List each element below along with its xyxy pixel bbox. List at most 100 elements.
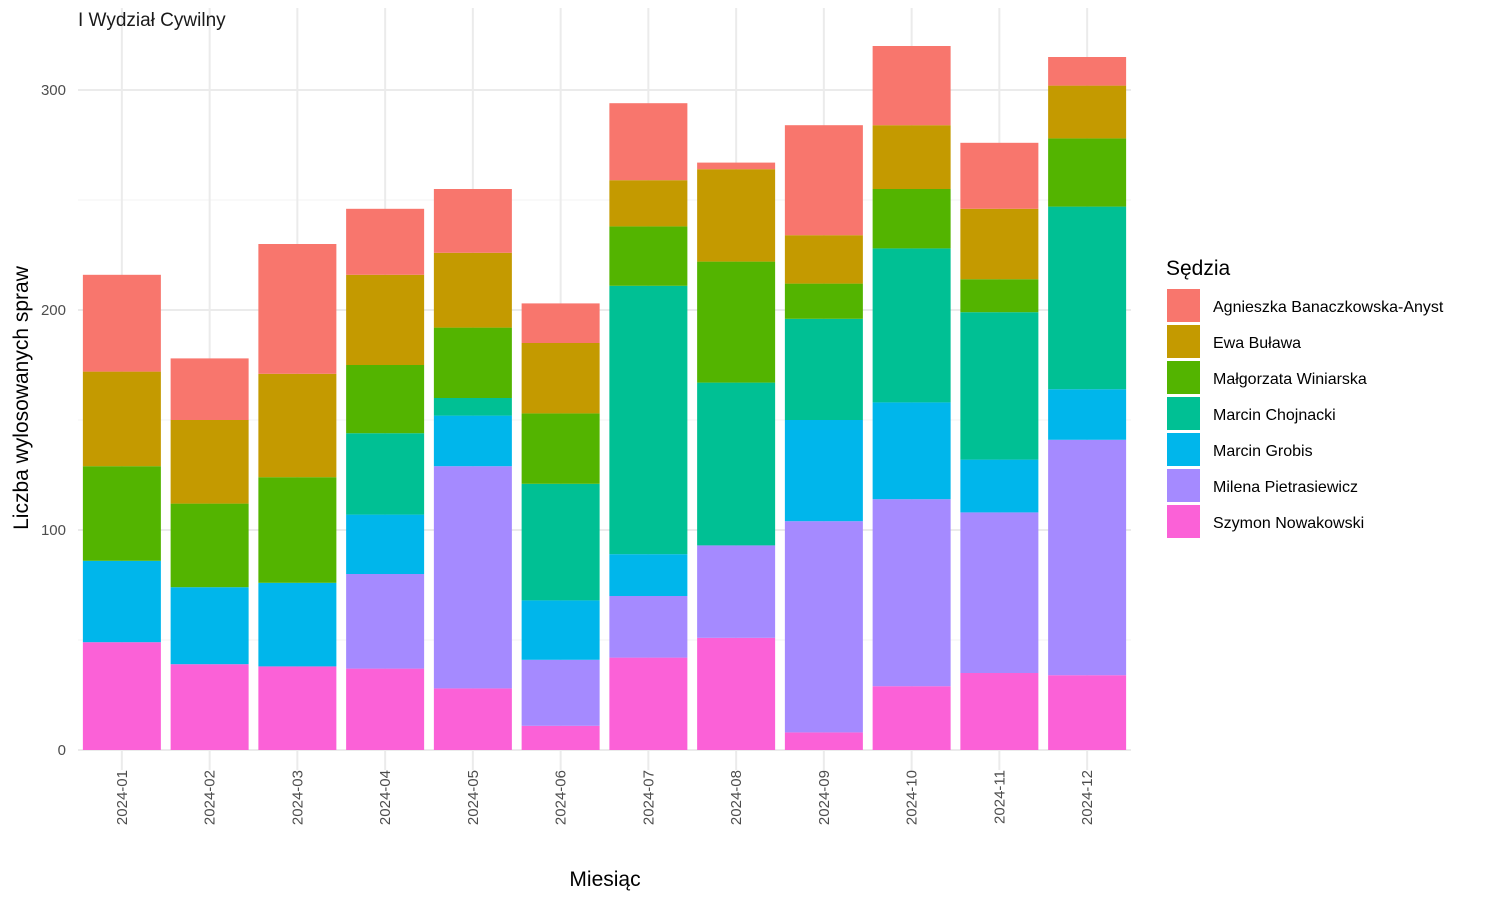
x-tick-label: 2024-02 <box>202 770 219 825</box>
y-tick-label: 200 <box>41 302 66 319</box>
bar-segment <box>609 657 688 750</box>
bar-segment <box>960 208 1039 280</box>
bar-segment <box>960 312 1039 460</box>
legend-label: Milena Pietrasiewicz <box>1213 479 1358 496</box>
bar-segment <box>433 189 512 253</box>
bar-segment <box>170 587 249 665</box>
x-axis-title: Miesiąc <box>569 868 640 891</box>
bar-segment <box>697 382 776 546</box>
legend-key <box>1167 505 1200 538</box>
bar-segment <box>433 415 512 467</box>
y-tick-label: 0 <box>58 742 66 759</box>
bar-segment <box>697 637 776 750</box>
bar-segment <box>82 642 161 750</box>
x-tick-label: 2024-03 <box>289 770 306 825</box>
bar-segment <box>872 248 951 403</box>
bar-segment <box>82 466 161 561</box>
legend: Sędzia Agnieszka Banaczkowska-Anyst Ewa B… <box>1166 257 1444 538</box>
bar-segment <box>960 142 1039 209</box>
x-tick-label: 2024-06 <box>553 770 570 825</box>
x-tick-label: 2024-09 <box>816 770 833 825</box>
bar-segment <box>697 261 776 383</box>
legend-key <box>1167 397 1200 430</box>
bars <box>82 46 1127 750</box>
bar-segment <box>346 208 425 275</box>
bar-segment <box>170 503 249 588</box>
bar-segment <box>609 226 688 286</box>
bar-segment <box>433 398 512 416</box>
bar-segment <box>170 358 249 420</box>
y-tick-label: 100 <box>41 522 66 539</box>
x-tick-label: 2024-01 <box>114 770 131 825</box>
bar-segment <box>1048 675 1127 750</box>
bar-segment <box>346 365 425 434</box>
bar-segment <box>872 189 951 249</box>
bar-segment <box>960 279 1039 313</box>
bar-segment <box>1048 389 1127 440</box>
bar-segment <box>697 169 776 262</box>
bar-segment <box>521 483 600 601</box>
bar-segment <box>609 596 688 658</box>
bar-segment <box>784 732 863 750</box>
bar-segment <box>872 46 951 126</box>
bar-segment <box>697 545 776 638</box>
bar-segment <box>258 582 337 667</box>
bar-segment <box>433 327 512 398</box>
legend-key <box>1167 361 1200 394</box>
bar-segment <box>1048 57 1127 86</box>
legend-key <box>1167 325 1200 358</box>
bar-segment <box>170 664 249 750</box>
bar-segment <box>1048 85 1127 139</box>
bar-segment <box>346 274 425 365</box>
bar-segment <box>784 318 863 420</box>
legend-label: Marcin Chojnacki <box>1213 407 1336 424</box>
bar-segment <box>960 459 1039 513</box>
bar-segment <box>258 244 337 374</box>
bar-segment <box>1048 206 1127 390</box>
x-tick-label: 2024-05 <box>465 770 482 825</box>
bar-segment <box>521 659 600 726</box>
bar-segment <box>521 600 600 660</box>
bar-segment <box>872 686 951 750</box>
bar-segment <box>872 499 951 687</box>
bar-segment <box>609 285 688 555</box>
bar-segment <box>258 373 337 478</box>
bar-segment <box>346 574 425 669</box>
legend-title: Sędzia <box>1166 257 1231 280</box>
y-tick-label: 300 <box>41 82 66 99</box>
bar-segment <box>784 420 863 522</box>
bar-segment <box>697 162 776 170</box>
legend-label: Szymon Nowakowski <box>1213 515 1364 532</box>
bar-segment <box>258 666 337 750</box>
x-tick-label: 2024-04 <box>377 770 394 825</box>
legend-key <box>1167 289 1200 322</box>
bar-segment <box>521 303 600 343</box>
bar-segment <box>82 274 161 372</box>
bar-segment <box>433 466 512 689</box>
chart-title: I Wydział Cywilny <box>78 10 226 31</box>
bar-segment <box>346 668 425 750</box>
x-tick-label: 2024-07 <box>640 770 657 825</box>
bar-segment <box>872 125 951 189</box>
legend-label: Małgorzata Winiarska <box>1213 371 1367 388</box>
bar-segment <box>346 514 425 574</box>
legend-label: Agnieszka Banaczkowska-Anyst <box>1213 299 1444 316</box>
bar-segment <box>960 512 1039 673</box>
legend-label: Marcin Grobis <box>1213 443 1313 460</box>
bar-segment <box>784 283 863 319</box>
bar-segment <box>82 371 161 467</box>
legend-label: Ewa Buława <box>1213 335 1301 352</box>
bar-segment <box>784 521 863 733</box>
bar-segment <box>521 413 600 484</box>
bar-segment <box>433 252 512 328</box>
bar-segment <box>609 180 688 227</box>
x-tick-labels: 2024-01 2024-02 2024-03 2024-04 2024-05 2024-… <box>114 770 1096 825</box>
bar-segment <box>784 235 863 284</box>
legend-key <box>1167 433 1200 466</box>
x-tick-label: 2024-08 <box>728 770 745 825</box>
x-tick-label: 2024-10 <box>904 770 921 825</box>
bar-segment <box>960 673 1039 750</box>
bar-segment <box>872 402 951 500</box>
bar-segment <box>346 433 425 515</box>
